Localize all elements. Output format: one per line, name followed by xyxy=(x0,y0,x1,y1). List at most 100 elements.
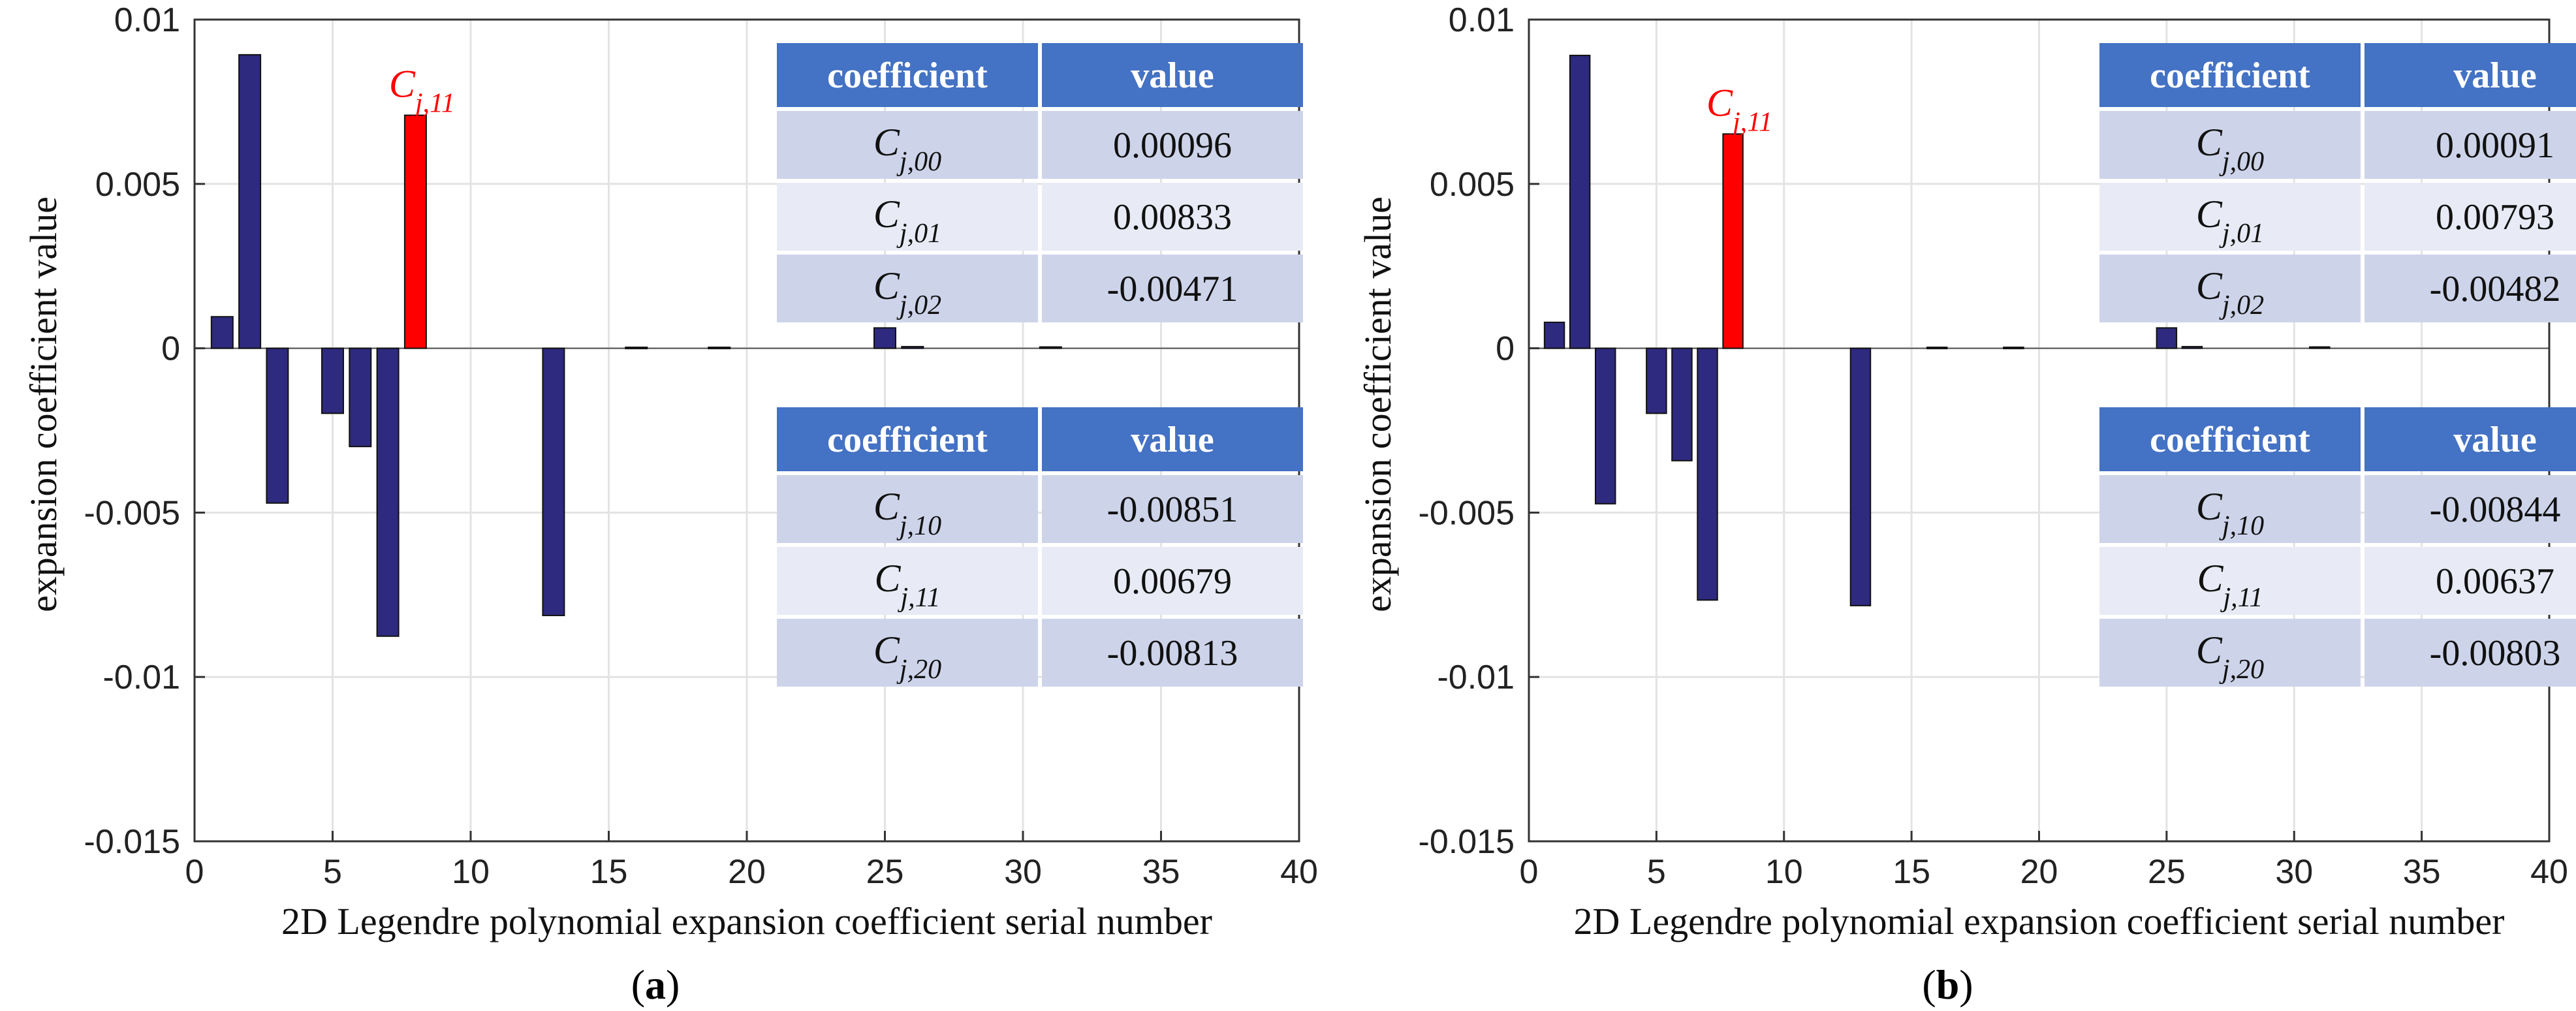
y-ticks: 0.01 0.005 0 -0.005 -0.01 -0.015 xyxy=(1419,1,1539,861)
x-tick-label: 25 xyxy=(2148,853,2186,891)
table-cell xyxy=(777,619,1038,687)
y-tick-label: -0.005 xyxy=(1419,494,1515,532)
table-cell xyxy=(777,255,1038,322)
panel-letter: b xyxy=(1936,961,1960,1008)
table-cell xyxy=(2099,183,2361,251)
table-header-cell xyxy=(1042,407,1303,471)
panel-label: (b) xyxy=(1922,961,1973,1008)
coef-subscript: j,02 xyxy=(2219,290,2264,320)
table-value: 0.00793 xyxy=(2436,197,2554,238)
x-tick-label: 35 xyxy=(1142,853,1180,891)
table-header-label: value xyxy=(1131,420,1214,460)
table-header-label: value xyxy=(1131,55,1214,96)
bar xyxy=(873,327,896,349)
bar xyxy=(1671,347,1693,461)
table-cell xyxy=(777,111,1038,179)
bar xyxy=(1039,346,1062,349)
coef-base: C xyxy=(2196,629,2223,672)
bar xyxy=(210,316,234,349)
highlighted-bar xyxy=(403,114,427,349)
chart-panel-a: Cj,11 0 5 10 15 20 25 30 35 40 0.01 0.005 0 -0.005 -0.… xyxy=(22,1,1318,1008)
coef-subscript: j,02 xyxy=(896,290,941,320)
table-coefficient: Cj,11 xyxy=(874,557,940,613)
table-header-label: coefficient xyxy=(2150,55,2310,96)
x-axis-label: 2D Legendre polynomial expansion coeffic… xyxy=(281,900,1212,942)
y-tick-label: -0.015 xyxy=(84,823,180,861)
bar xyxy=(542,347,565,617)
coef-subscript: j,01 xyxy=(2219,219,2264,249)
y-tick-label: -0.005 xyxy=(84,494,180,532)
panel-letter: a xyxy=(645,961,666,1008)
x-tick-label: 5 xyxy=(1647,853,1666,891)
table-header-label: coefficient xyxy=(2150,420,2310,460)
coef-base: C xyxy=(2196,264,2223,307)
highlighted-bar xyxy=(1722,133,1744,349)
coef-base: C xyxy=(873,485,900,528)
x-tick-label: 35 xyxy=(2403,853,2441,891)
bar-annotation: Cj,11 xyxy=(389,63,455,119)
x-tick-label: 5 xyxy=(323,853,342,891)
table-cell xyxy=(1042,475,1303,543)
x-tick-label: 0 xyxy=(185,853,204,891)
bar xyxy=(1849,347,1872,606)
x-ticks: 0 5 10 15 20 25 30 35 40 xyxy=(1520,831,2568,891)
x-ticks: 0 5 10 15 20 25 30 35 40 xyxy=(185,831,1318,891)
bar xyxy=(625,347,648,350)
coef-subscript: j,01 xyxy=(896,219,941,249)
bar xyxy=(376,347,400,637)
table-header-cell xyxy=(2099,43,2361,107)
table-coefficient: Cj,10 xyxy=(2196,485,2264,541)
y-tick-label: -0.015 xyxy=(1419,823,1515,861)
x-tick-label: 20 xyxy=(728,853,766,891)
y-axis-label: expansion coefficient value xyxy=(1357,196,1399,612)
coef-base: C xyxy=(389,63,416,106)
table-header-label: value xyxy=(2453,420,2537,460)
table-cell xyxy=(2364,183,2576,251)
coef-base: C xyxy=(873,264,900,307)
table-value: -0.00803 xyxy=(2430,633,2561,674)
y-axis-label: expansion coefficient value xyxy=(22,196,65,612)
table-cell xyxy=(777,547,1038,615)
table-cell xyxy=(2364,255,2576,322)
bar xyxy=(2156,327,2178,349)
table-header-cell xyxy=(2099,407,2361,471)
bar xyxy=(2309,346,2331,349)
coef-subscript: j,10 xyxy=(2219,511,2264,541)
table-cell xyxy=(1042,183,1303,251)
x-tick-label: 20 xyxy=(2020,853,2058,891)
table-value: -0.00813 xyxy=(1107,633,1238,674)
table-cell xyxy=(2364,475,2576,543)
x-tick-label: 40 xyxy=(2530,853,2568,891)
coef-subscript: j,20 xyxy=(896,655,941,685)
x-tick-label: 15 xyxy=(590,853,628,891)
bar xyxy=(266,347,289,504)
y-tick-label: -0.01 xyxy=(1437,659,1515,696)
coef-base: C xyxy=(2196,193,2223,236)
bar-annotation: Cj,11 xyxy=(1706,81,1772,137)
panel-label: (a) xyxy=(631,961,680,1008)
x-tick-label: 30 xyxy=(1004,853,1042,891)
table-coefficient: Cj,00 xyxy=(873,121,941,177)
coef-subscript: j,00 xyxy=(896,147,941,177)
bar xyxy=(1646,347,1667,414)
table-cell xyxy=(777,183,1038,251)
x-tick-label: 40 xyxy=(1280,853,1318,891)
x-tick-label: 30 xyxy=(2275,853,2313,891)
y-tick-label: 0 xyxy=(1496,330,1515,368)
table-value: -0.00851 xyxy=(1107,490,1238,530)
coefficient-table-1: coefficient value Cj,00 0.00096 Cj,01 0.00833… xyxy=(777,43,1303,322)
coef-subscript: j,11 xyxy=(2220,583,2263,613)
x-axis-label: 2D Legendre polynomial expansion coeffic… xyxy=(1574,900,2505,942)
table-cell xyxy=(1042,619,1303,687)
table-header-label: coefficient xyxy=(827,420,988,460)
coef-base: C xyxy=(874,557,901,600)
bar xyxy=(349,347,372,448)
coef-subscript: j,20 xyxy=(2219,655,2264,685)
table-header-cell xyxy=(2364,407,2576,471)
table-value: -0.00471 xyxy=(1107,269,1238,309)
coef-base: C xyxy=(873,629,900,672)
bars xyxy=(210,54,1062,637)
y-tick-label: 0.005 xyxy=(1430,166,1515,204)
coef-base: C xyxy=(2197,557,2223,600)
bar xyxy=(901,346,924,349)
